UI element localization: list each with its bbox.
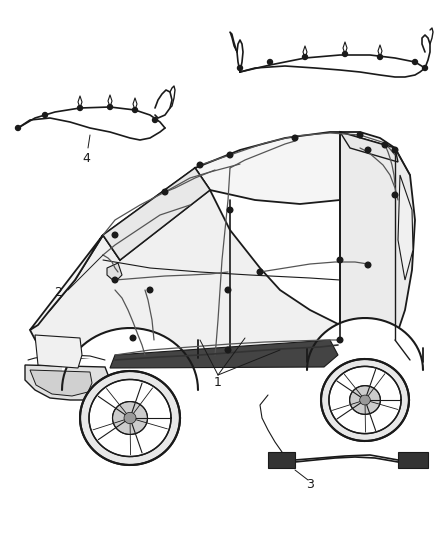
Circle shape (152, 117, 158, 123)
Text: 1: 1 (214, 376, 222, 389)
Circle shape (423, 66, 427, 70)
Circle shape (413, 60, 417, 64)
Circle shape (130, 335, 136, 341)
Circle shape (378, 54, 382, 60)
Circle shape (382, 142, 388, 148)
Polygon shape (110, 340, 338, 368)
Polygon shape (35, 335, 82, 368)
Circle shape (337, 337, 343, 343)
Circle shape (343, 52, 347, 56)
Polygon shape (30, 370, 92, 396)
Polygon shape (340, 132, 398, 162)
Circle shape (112, 232, 118, 238)
Circle shape (197, 162, 203, 168)
Circle shape (42, 112, 47, 117)
Polygon shape (113, 401, 148, 434)
Circle shape (365, 147, 371, 153)
Polygon shape (103, 168, 210, 260)
Text: 4: 4 (82, 151, 90, 165)
Polygon shape (25, 365, 110, 400)
Polygon shape (89, 379, 171, 457)
Text: 2: 2 (54, 286, 62, 298)
Circle shape (303, 54, 307, 60)
Circle shape (392, 147, 398, 153)
Circle shape (15, 125, 21, 131)
Circle shape (162, 189, 168, 195)
Text: 3: 3 (306, 478, 314, 490)
Polygon shape (195, 132, 398, 204)
Polygon shape (321, 359, 409, 441)
Circle shape (337, 257, 343, 263)
Circle shape (268, 60, 272, 64)
Circle shape (107, 104, 113, 109)
Polygon shape (398, 175, 413, 280)
Circle shape (292, 135, 298, 141)
Circle shape (225, 347, 231, 353)
Circle shape (147, 287, 153, 293)
Polygon shape (350, 386, 380, 414)
Circle shape (257, 269, 263, 275)
Circle shape (112, 277, 118, 283)
Polygon shape (360, 395, 370, 405)
Polygon shape (307, 318, 423, 370)
Circle shape (392, 192, 398, 198)
Circle shape (225, 287, 231, 293)
Polygon shape (398, 452, 428, 468)
Polygon shape (62, 328, 198, 390)
Polygon shape (329, 366, 401, 434)
Polygon shape (107, 263, 122, 282)
Polygon shape (80, 371, 180, 465)
Circle shape (78, 106, 82, 110)
Circle shape (227, 152, 233, 158)
Circle shape (357, 132, 363, 138)
Circle shape (365, 262, 371, 268)
Polygon shape (268, 452, 295, 468)
Polygon shape (124, 413, 136, 424)
Polygon shape (30, 168, 210, 330)
Circle shape (237, 66, 243, 70)
Circle shape (227, 207, 233, 213)
Circle shape (133, 108, 138, 112)
Polygon shape (30, 168, 340, 358)
Polygon shape (340, 132, 415, 365)
